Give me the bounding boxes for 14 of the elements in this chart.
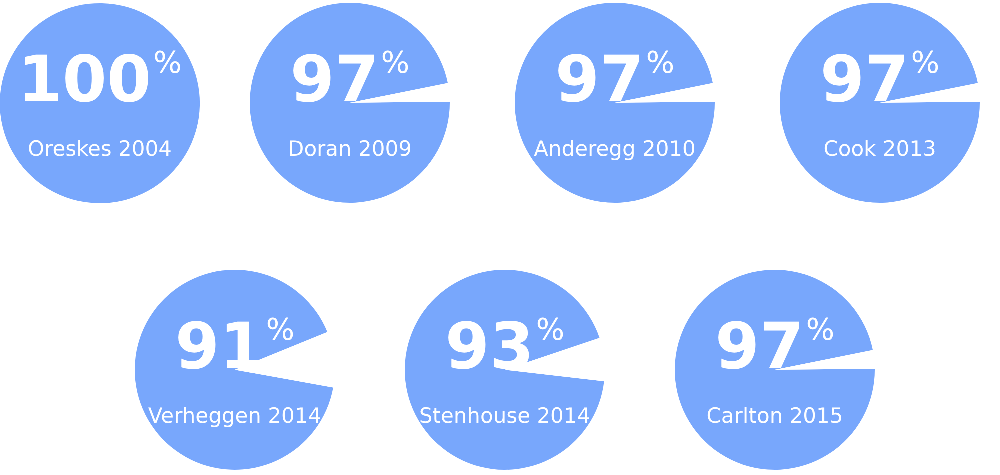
data-label: 97% <box>555 44 675 118</box>
data-label: 97% <box>715 310 835 384</box>
data-label: 91% <box>175 310 295 384</box>
data-label: 93% <box>445 310 565 384</box>
text: Stenhouse 2014 <box>419 404 591 428</box>
data-label: 97% <box>820 44 940 118</box>
data-label: 97% <box>290 44 410 118</box>
data-label: 100% <box>18 44 182 118</box>
text: Cook 2013 <box>824 137 936 162</box>
text: Verheggen 2014 <box>148 404 322 428</box>
text: Oreskes 2004 <box>28 137 172 162</box>
text: Carlton 2015 <box>706 404 844 428</box>
text: Anderegg 2010 <box>534 137 696 162</box>
text: Doran 2009 <box>288 137 412 162</box>
